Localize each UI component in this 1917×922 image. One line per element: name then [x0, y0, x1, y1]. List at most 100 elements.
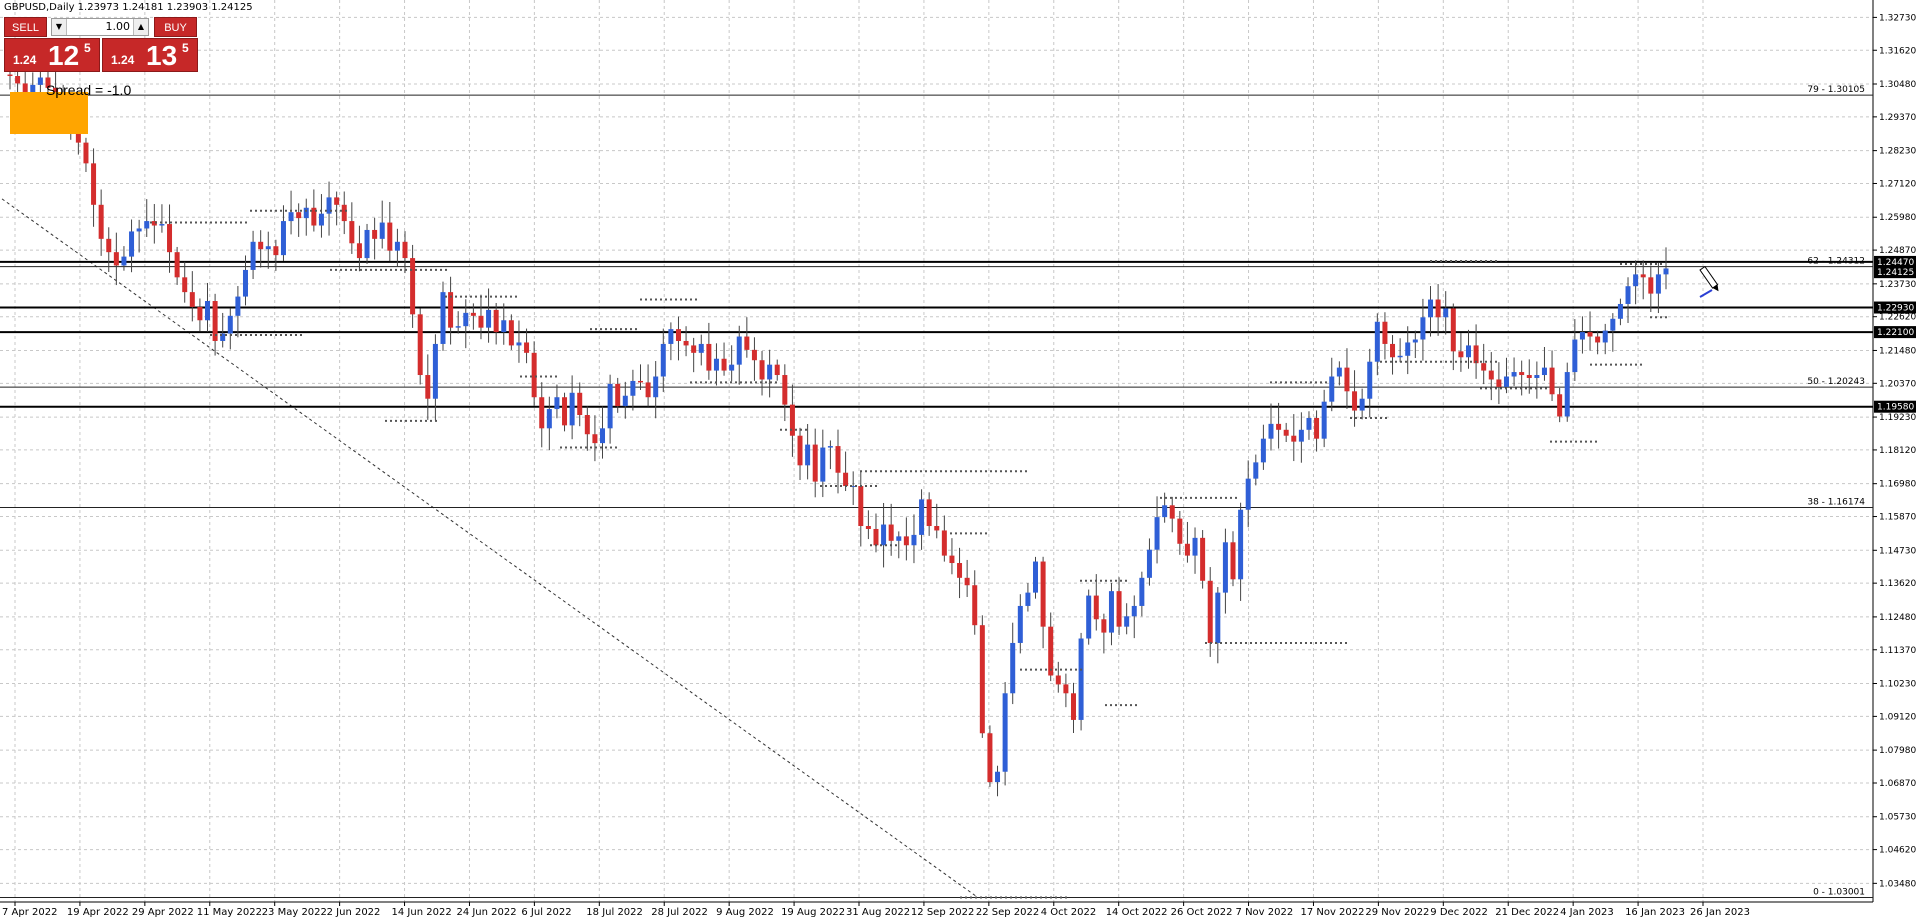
- candle-bullish: [1215, 592, 1221, 643]
- candle-bullish: [713, 358, 719, 371]
- lot-size-value: 1.00: [105, 20, 131, 33]
- candle-bullish: [1579, 332, 1585, 340]
- candle-bullish: [1397, 355, 1403, 358]
- candle-bearish: [1640, 274, 1646, 278]
- y-tick-label: 1.23730: [1879, 280, 1916, 290]
- y-tick-label: 1.29370: [1879, 113, 1916, 123]
- price-tag-box: [1874, 400, 1916, 413]
- sell-price[interactable]: 1.24 12 5: [4, 38, 100, 72]
- candle-bullish: [364, 229, 370, 259]
- candle-bearish: [615, 383, 621, 407]
- candle-bearish: [311, 207, 317, 226]
- candle-bearish: [524, 342, 530, 353]
- candle-bullish: [827, 446, 833, 448]
- candle-bearish: [410, 258, 416, 315]
- candle-bearish: [1040, 561, 1046, 627]
- y-tick-label: 1.24870: [1879, 246, 1916, 256]
- candle-bullish: [242, 269, 248, 297]
- y-tick-label: 1.21480: [1879, 346, 1916, 356]
- candle-bullish: [235, 296, 241, 316]
- candle-bullish: [767, 364, 773, 380]
- y-tick-label: 1.03480: [1879, 879, 1916, 889]
- candle-bearish: [584, 414, 590, 435]
- buy-price-pips: 13: [146, 40, 178, 71]
- sell-price-prefix: 1.24: [13, 53, 37, 67]
- x-tick-label: 7 Nov 2022: [1236, 907, 1294, 918]
- candle-bearish: [151, 221, 157, 226]
- candle-bullish: [1420, 317, 1426, 340]
- candle-bearish: [1648, 277, 1654, 294]
- candle-bearish: [372, 229, 378, 239]
- buy-button[interactable]: BUY: [154, 17, 197, 37]
- candle-bullish: [1033, 561, 1039, 593]
- candle-bullish: [1298, 429, 1304, 442]
- candle-bullish: [600, 428, 606, 444]
- candle-bullish: [1139, 577, 1145, 606]
- candle-bearish: [167, 224, 173, 253]
- candle-bearish: [1230, 542, 1236, 580]
- candle-bullish: [1655, 274, 1661, 294]
- candle-bearish: [1352, 391, 1358, 411]
- price-tag-label: 1.24125: [1877, 268, 1914, 278]
- candle-bearish: [941, 530, 947, 556]
- candle-bearish: [835, 446, 841, 473]
- candle-bearish: [15, 76, 21, 84]
- x-tick-label: 14 Oct 2022: [1106, 907, 1168, 918]
- candle-bearish: [1276, 423, 1282, 430]
- candle-bullish: [607, 383, 613, 429]
- candle-bearish: [751, 349, 757, 361]
- price-tag-box: [1874, 255, 1916, 268]
- x-tick-label: 21 Dec 2022: [1495, 907, 1559, 918]
- candle-bullish: [1124, 616, 1130, 627]
- x-tick-label: 4 Oct 2022: [1041, 907, 1096, 918]
- y-tick-label: 1.18120: [1879, 446, 1916, 456]
- candle-bullish: [554, 397, 560, 410]
- candle-bearish: [1283, 429, 1289, 436]
- candle-bullish: [37, 77, 43, 85]
- candle-bearish: [22, 83, 28, 93]
- lot-decrease-icon[interactable]: ▼: [52, 19, 67, 35]
- price-tag-label: 1.19580: [1877, 403, 1914, 413]
- y-tick-label: 1.09120: [1879, 712, 1916, 722]
- candle-bearish: [1207, 580, 1213, 643]
- candle-bearish: [197, 306, 203, 321]
- buy-price[interactable]: 1.24 13 5: [102, 38, 198, 72]
- price-tag-label: 1.22930: [1877, 304, 1914, 314]
- candle-bullish: [881, 524, 887, 546]
- candle-bullish: [1541, 367, 1547, 376]
- sell-button[interactable]: SELL: [4, 17, 47, 37]
- pencil-cursor-icon: [1699, 265, 1719, 292]
- candle-bullish: [1131, 605, 1137, 617]
- candle-bullish: [516, 342, 522, 346]
- candle-bearish: [106, 238, 112, 253]
- candle-bullish: [1572, 339, 1578, 373]
- candle-bearish: [531, 352, 537, 398]
- candle-bearish: [189, 292, 195, 307]
- candle-bearish: [562, 397, 568, 426]
- candle-bullish: [486, 309, 492, 328]
- candle-bearish: [873, 528, 879, 546]
- y-tick-label: 1.32730: [1879, 13, 1916, 23]
- candle-bullish: [1663, 268, 1669, 275]
- candle-bearish: [1169, 505, 1175, 519]
- y-tick-label: 1.05730: [1879, 813, 1916, 823]
- candle-bullish: [318, 213, 324, 226]
- candle-bearish: [1526, 375, 1532, 378]
- candle-bearish: [1048, 626, 1054, 676]
- candle-bearish: [721, 358, 727, 371]
- lot-increase-icon[interactable]: ▲: [133, 19, 148, 35]
- candle-bullish: [1625, 286, 1631, 304]
- candle-bearish: [1116, 591, 1122, 627]
- candles: [7, 58, 1669, 797]
- candle-bullish: [379, 222, 385, 239]
- candle-bearish: [957, 563, 963, 578]
- lot-size-input[interactable]: ▼ 1.00 ▲: [51, 18, 149, 36]
- fib-level-label: 0 - 1.03001: [1813, 888, 1865, 898]
- candle-bullish: [1602, 330, 1608, 343]
- x-tick-label: 29 Nov 2022: [1365, 907, 1429, 918]
- candle-bullish: [1374, 321, 1380, 362]
- candle-bullish: [227, 315, 233, 334]
- sell-price-pips: 12: [48, 40, 80, 71]
